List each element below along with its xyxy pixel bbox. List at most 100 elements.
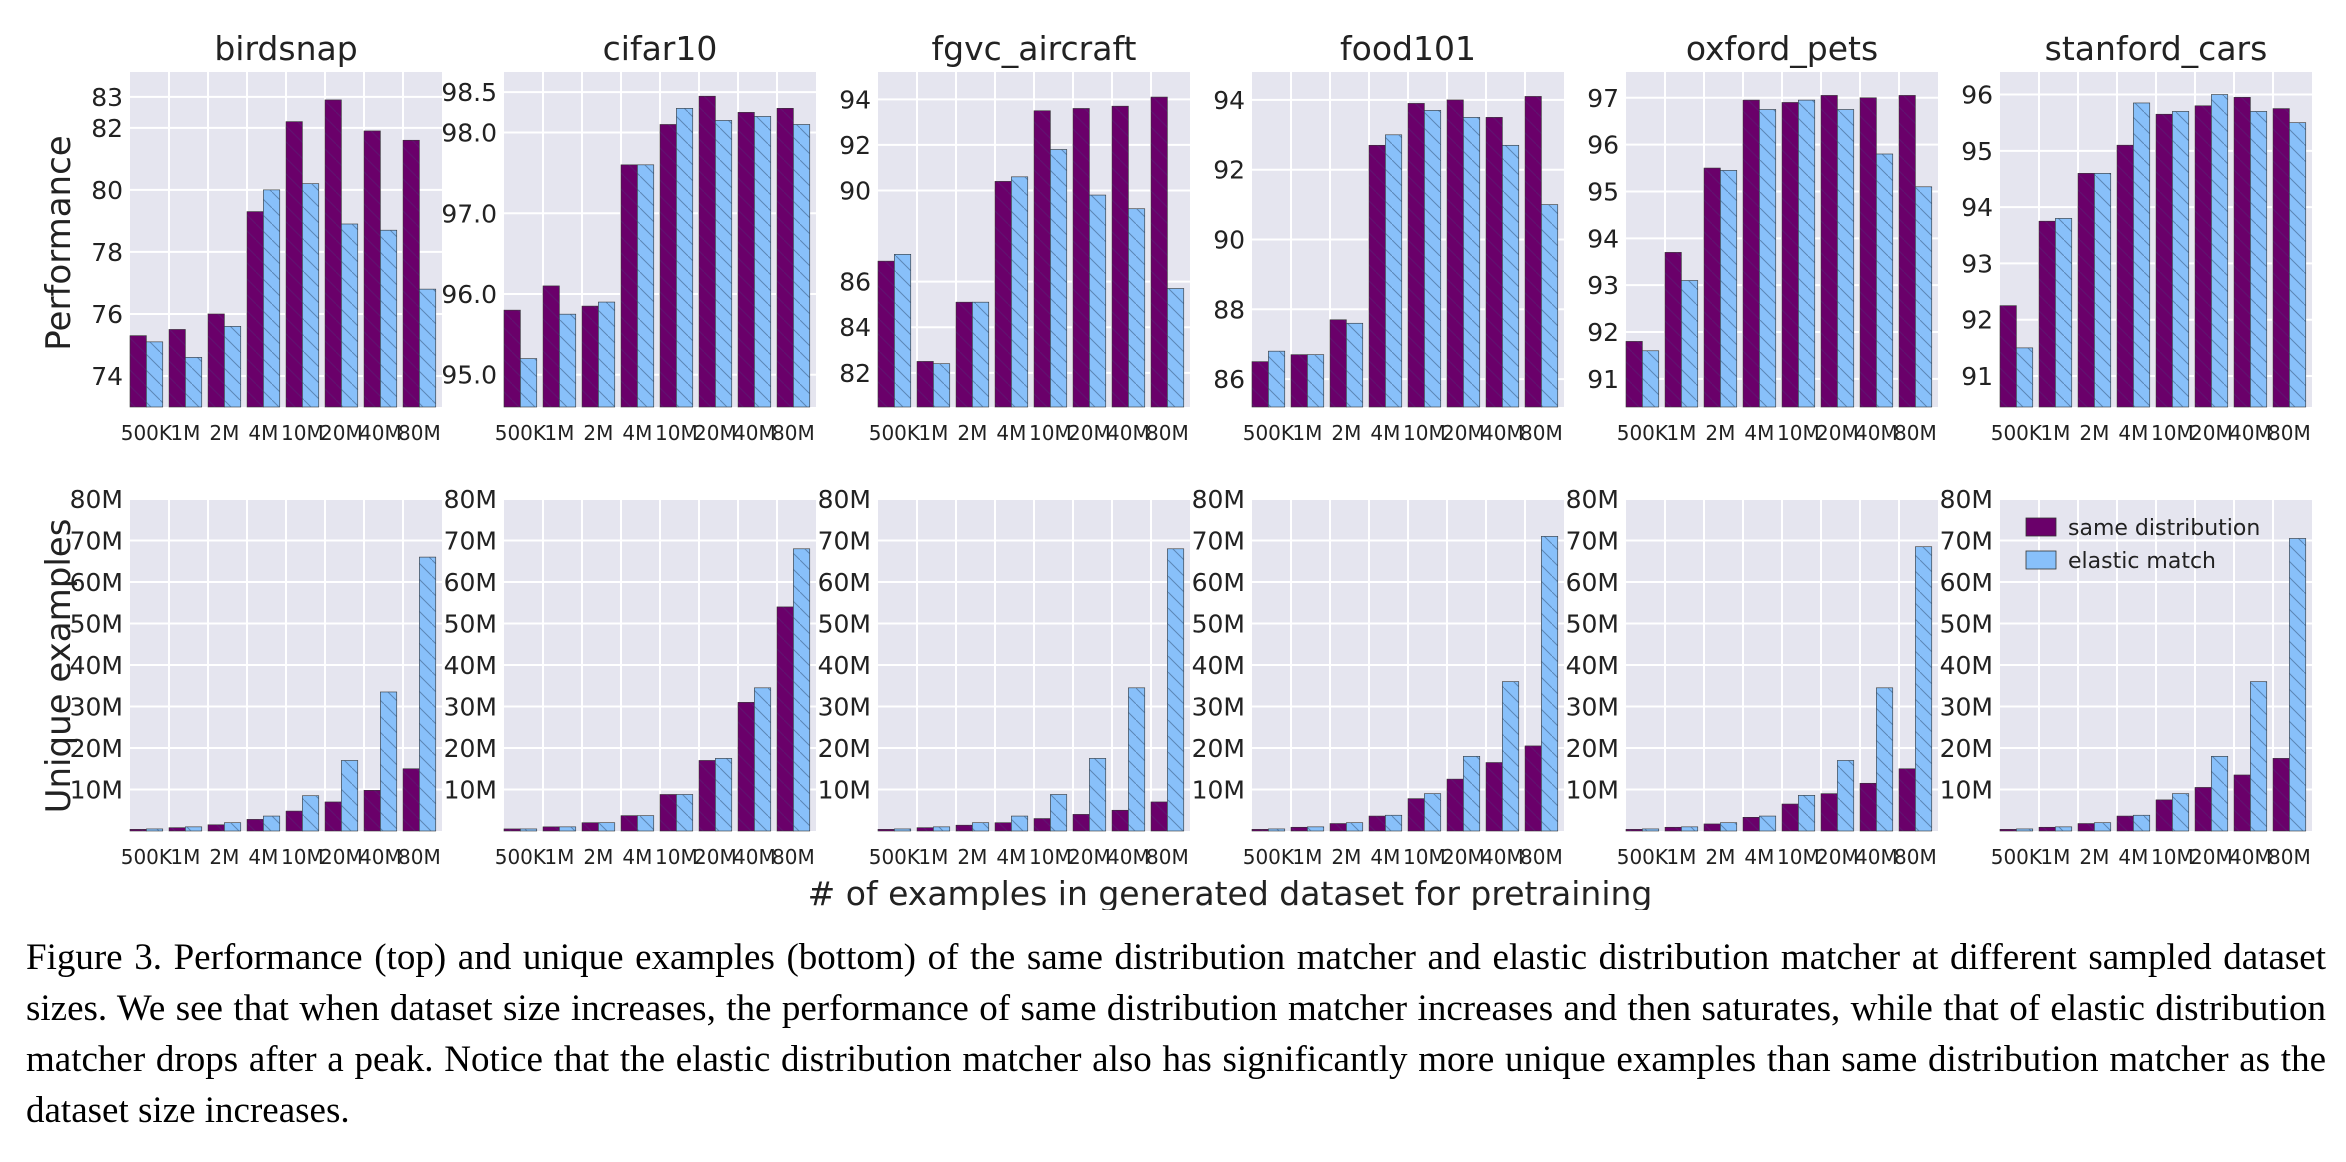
panel-title: stanford_cars <box>2045 29 2268 68</box>
x-tick-label: 2M <box>2079 845 2109 869</box>
bar-hatch <box>302 183 319 407</box>
y-tick-label: 50M <box>444 610 497 639</box>
bar-hatch <box>325 99 342 408</box>
x-tick-label: 10M <box>1029 421 1072 445</box>
y-tick-label: 76 <box>91 300 123 329</box>
x-tick-label: 1M <box>1666 845 1696 869</box>
y-tick-label: 95 <box>1587 177 1619 206</box>
panel-title: fgvc_aircraft <box>932 29 1137 68</box>
bar-hatch <box>2156 114 2173 407</box>
bar-hatch <box>2172 793 2189 831</box>
bar-hatch <box>380 691 397 831</box>
x-tick-label: 20M <box>1068 421 1111 445</box>
bar-hatch <box>185 826 202 831</box>
x-tick-label: 20M <box>1816 421 1859 445</box>
bar-hatch <box>2211 94 2228 408</box>
bar-hatch <box>1252 361 1269 407</box>
y-axis-label-unique-examples: Unique examples <box>39 519 79 814</box>
bar-hatch <box>598 822 615 831</box>
x-tick-label: 80M <box>398 421 441 445</box>
y-tick-label: 83 <box>91 83 123 112</box>
x-tick-label: 4M <box>2118 845 2148 869</box>
bar-hatch <box>2273 758 2290 831</box>
bar-hatch <box>715 120 732 407</box>
bar-hatch <box>621 164 638 407</box>
bar-hatch <box>1291 354 1308 407</box>
y-tick-label: 50M <box>1566 610 1619 639</box>
bar-hatch <box>543 285 560 407</box>
bar-hatch <box>1089 758 1106 831</box>
bar-hatch <box>2273 108 2290 407</box>
bar-hatch <box>2234 97 2251 408</box>
x-tick-label: 500K <box>1617 845 1669 869</box>
bar-hatch <box>1798 100 1815 408</box>
bar-hatch <box>1307 826 1324 831</box>
x-tick-label: 2M <box>1331 845 1361 869</box>
bar-hatch <box>2000 305 2017 407</box>
bar-hatch <box>302 795 319 831</box>
x-tick-label: 40M <box>1481 845 1524 869</box>
x-tick-label: 500K <box>121 845 173 869</box>
bar-hatch <box>1915 186 1932 407</box>
x-tick-label: 4M <box>996 845 1026 869</box>
x-tick-label: 40M <box>359 421 402 445</box>
x-tick-label: 20M <box>320 845 363 869</box>
bar-hatch <box>956 825 973 831</box>
bar-hatch <box>2016 347 2033 407</box>
figure-caption: Figure 3. Performance (top) and unique e… <box>26 937 2326 1131</box>
x-tick-label: 40M <box>2229 845 2272 869</box>
y-tick-label: 95.0 <box>441 361 497 390</box>
x-tick-label: 40M <box>1107 421 1150 445</box>
bar-hatch <box>2133 815 2150 831</box>
x-tick-label: 1M <box>918 421 948 445</box>
x-tick-label: 80M <box>1894 421 1937 445</box>
y-tick-label: 40M <box>1566 651 1619 680</box>
x-tick-label: 40M <box>359 845 402 869</box>
x-tick-label: 10M <box>2151 845 2194 869</box>
x-tick-label: 500K <box>869 421 921 445</box>
x-tick-label: 4M <box>1744 845 1774 869</box>
x-tick-label: 500K <box>1991 421 2043 445</box>
bar-hatch <box>1447 99 1464 408</box>
bar-hatch <box>699 96 716 408</box>
bar-hatch <box>676 794 693 831</box>
bar-hatch <box>621 815 638 831</box>
bar-hatch <box>1385 134 1402 407</box>
bar-hatch <box>208 824 225 831</box>
bar-hatch <box>247 211 264 407</box>
bar-hatch <box>933 826 950 831</box>
x-tick-label: 80M <box>2268 421 2311 445</box>
bar-hatch <box>1626 829 1643 831</box>
y-tick-label: 60M <box>444 568 497 597</box>
y-tick-label: 90 <box>1213 226 1245 255</box>
y-tick-label: 91 <box>1961 362 1993 391</box>
x-tick-label: 4M <box>1370 845 1400 869</box>
y-tick-label: 86 <box>839 268 871 297</box>
y-tick-label: 10M <box>444 776 497 805</box>
bar-hatch <box>2234 774 2251 831</box>
bar-hatch <box>894 828 911 831</box>
y-tick-label: 91 <box>1587 365 1619 394</box>
bar-hatch <box>543 826 560 831</box>
bar-hatch <box>793 124 810 407</box>
bar-hatch <box>1408 103 1425 407</box>
bar-hatch <box>185 357 202 407</box>
x-tick-label: 20M <box>2190 421 2233 445</box>
y-tick-label: 70M <box>1192 527 1245 556</box>
bar-hatch <box>1704 823 1721 831</box>
bar-hatch <box>1486 762 1503 831</box>
x-tick-label: 10M <box>281 845 324 869</box>
y-tick-label: 80M <box>444 485 497 514</box>
y-tick-label: 80M <box>70 485 123 514</box>
x-tick-label: 2M <box>957 421 987 445</box>
y-tick-label: 10M <box>1940 776 1993 805</box>
x-tick-label: 20M <box>1068 845 1111 869</box>
bar-hatch <box>286 121 303 407</box>
bar-hatch <box>777 606 794 831</box>
bar-hatch <box>2289 122 2306 407</box>
bar-hatch <box>1463 756 1480 831</box>
x-tick-label: 40M <box>1107 845 1150 869</box>
bar-hatch <box>1050 794 1067 831</box>
x-tick-label: 80M <box>772 421 815 445</box>
